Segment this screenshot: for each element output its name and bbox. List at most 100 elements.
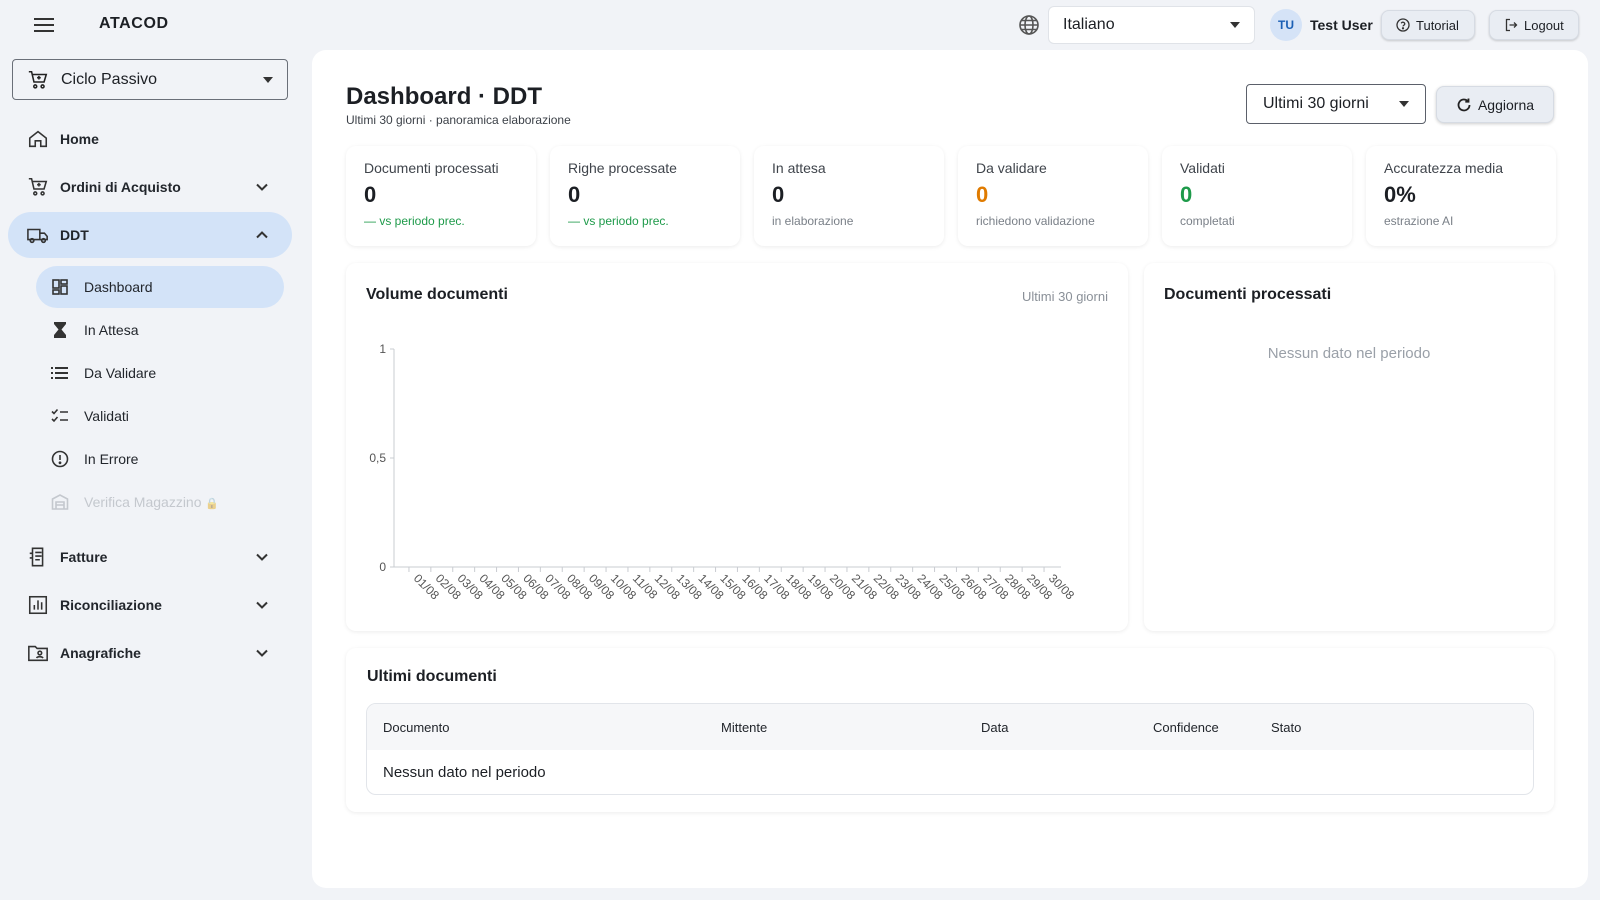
- caret-down-icon: [1399, 101, 1409, 107]
- dashboard-icon: [48, 275, 72, 299]
- volume-card: Volume documenti Ultimi 30 giorni 0 0,5 1 0…: [346, 263, 1128, 631]
- cycle-select[interactable]: Ciclo Passivo: [12, 59, 288, 100]
- chevron-down-icon: [256, 553, 268, 561]
- kpi-value: 0: [364, 182, 377, 207]
- table-header: Documento Mittente Data Confidence Stato: [367, 704, 1533, 750]
- lock-icon: 🔒: [205, 498, 220, 510]
- kpi-card: Righe processate 0 — vs periodo prec.: [550, 146, 740, 246]
- y-tick-label: 0,5: [369, 451, 386, 465]
- column-header[interactable]: Mittente: [721, 720, 768, 735]
- kpi-value: 0%: [1384, 182, 1416, 207]
- kpi-note: estrazione AI: [1384, 214, 1454, 228]
- kpi-label: In attesa: [772, 160, 826, 176]
- tutorial-button[interactable]: Tutorial: [1381, 10, 1475, 40]
- checklist-icon: [48, 404, 72, 428]
- verifica-magazzino-label: Verifica Magazzino: [84, 494, 202, 510]
- sidebar-subitem-label: Da Validare: [84, 365, 157, 381]
- folder-user-icon: [26, 641, 50, 665]
- brand-logo: ATACOD: [99, 15, 169, 32]
- receipt-icon: [26, 545, 50, 569]
- y-tick-label: 1: [379, 342, 386, 356]
- truck-icon: [26, 223, 50, 247]
- kpi-note: — vs periodo prec.: [568, 214, 669, 228]
- sidebar: Ciclo Passivo Home Ordini di Acquisto DD…: [0, 50, 300, 900]
- sidebar-item-label: Anagrafiche: [60, 645, 141, 661]
- caret-down-icon: [1230, 22, 1240, 28]
- chevron-down-icon: [256, 601, 268, 609]
- kpi-label: Validati: [1180, 160, 1225, 176]
- kpi-label: Documenti processati: [364, 160, 499, 176]
- kpi-note: completati: [1180, 214, 1235, 228]
- column-header[interactable]: Data: [981, 720, 1009, 735]
- cart-icon: [26, 175, 50, 199]
- user-name: Test User: [1310, 17, 1373, 33]
- kpi-note: richiedono validazione: [976, 214, 1095, 228]
- sidebar-subitem-in-attesa[interactable]: In Attesa: [36, 309, 284, 351]
- alert-circle-icon: [48, 447, 72, 471]
- chevron-up-icon: [256, 231, 268, 239]
- sidebar-item-ddt[interactable]: DDT: [8, 212, 292, 258]
- chevron-down-icon: [256, 649, 268, 657]
- sidebar-subitem-label: Verifica Magazzino 🔒: [84, 494, 219, 510]
- refresh-label: Aggiorna: [1477, 96, 1535, 113]
- logout-button[interactable]: Logout: [1489, 10, 1579, 40]
- period-select[interactable]: Ultimi 30 giorni: [1246, 84, 1426, 124]
- sidebar-subitem-validati[interactable]: Validati: [36, 395, 284, 437]
- menu-icon[interactable]: [30, 12, 58, 38]
- kpi-card: Validati 0 completati: [1162, 146, 1352, 246]
- volume-chart: 00,5101/0802/0803/0804/0805/0806/0807/08…: [369, 342, 1077, 603]
- sidebar-subitem-in-errore[interactable]: In Errore: [36, 438, 284, 480]
- kpi-card: Accuratezza media 0% estrazione AI: [1366, 146, 1556, 246]
- sidebar-item-riconciliazione[interactable]: Riconciliazione: [8, 582, 292, 628]
- empty-state: Nessun dato nel periodo: [1267, 345, 1431, 362]
- processed-title: Documenti processati: [1164, 286, 1332, 303]
- recent-title: Ultimi documenti: [367, 668, 497, 685]
- y-tick-label: 0: [379, 560, 386, 574]
- sidebar-subitem-verifica-magazzino: Verifica Magazzino 🔒: [36, 481, 284, 523]
- sidebar-subitem-dashboard[interactable]: Dashboard: [36, 266, 284, 308]
- tutorial-label: Tutorial: [1416, 17, 1459, 33]
- sidebar-item-fatture[interactable]: Fatture: [8, 534, 292, 580]
- kpi-label: Righe processate: [568, 160, 677, 176]
- page-subtitle: Ultimi 30 giorni · panoramica elaborazio…: [346, 113, 571, 127]
- volume-title: Volume documenti: [366, 286, 508, 303]
- recent-documents-card: Ultimi documenti Documento Mittente Data…: [346, 648, 1554, 812]
- sidebar-subitem-label: In Attesa: [84, 322, 139, 338]
- top-bar: ATACOD Italiano TU Test User Tutorial Lo…: [0, 0, 1600, 50]
- column-header[interactable]: Stato: [1271, 720, 1302, 735]
- sidebar-item-label: Home: [60, 131, 99, 147]
- refresh-icon: [1456, 97, 1472, 113]
- caret-down-icon: [263, 76, 273, 83]
- sidebar-item-label: Ordini di Acquisto: [60, 179, 181, 195]
- sidebar-subitem-label: Validati: [84, 408, 129, 424]
- page-title: Dashboard · DDT: [346, 83, 543, 110]
- empty-row: Nessun dato nel periodo: [383, 764, 546, 781]
- kpi-card: Da validare 0 richiedono validazione: [958, 146, 1148, 246]
- column-header[interactable]: Documento: [383, 720, 450, 735]
- kpi-card: In attesa 0 in elaborazione: [754, 146, 944, 246]
- period-value: Ultimi 30 giorni: [1263, 95, 1369, 112]
- column-header[interactable]: Confidence: [1153, 720, 1219, 735]
- home-icon: [26, 127, 50, 151]
- sidebar-item-anagrafiche[interactable]: Anagrafiche: [8, 630, 292, 676]
- cart-icon: [27, 69, 49, 91]
- processed-card: Documenti processati Nessun dato nel per…: [1144, 263, 1554, 631]
- sidebar-item-ordini[interactable]: Ordini di Acquisto: [8, 164, 292, 210]
- logout-label: Logout: [1524, 17, 1564, 33]
- cycle-value: Ciclo Passivo: [61, 70, 158, 88]
- sidebar-item-home[interactable]: Home: [8, 116, 292, 162]
- volume-range: Ultimi 30 giorni: [1022, 289, 1108, 304]
- sidebar-subitem-da-validare[interactable]: Da Validare: [36, 352, 284, 394]
- warehouse-icon: [48, 490, 72, 514]
- kpi-card: Documenti processati 0 — vs periodo prec…: [346, 146, 536, 246]
- kpi-row: Documenti processati 0 — vs periodo prec…: [346, 146, 1556, 246]
- kpi-note: in elaborazione: [772, 214, 854, 228]
- documents-table: Documento Mittente Data Confidence Stato…: [366, 703, 1534, 795]
- avatar[interactable]: TU: [1270, 9, 1302, 41]
- sidebar-item-label: Riconciliazione: [60, 597, 162, 613]
- language-select[interactable]: Italiano: [1048, 6, 1255, 44]
- refresh-button[interactable]: Aggiorna: [1436, 86, 1554, 123]
- logout-icon: [1504, 18, 1518, 32]
- language-value: Italiano: [1063, 16, 1115, 33]
- sidebar-subitem-label: Dashboard: [84, 279, 153, 295]
